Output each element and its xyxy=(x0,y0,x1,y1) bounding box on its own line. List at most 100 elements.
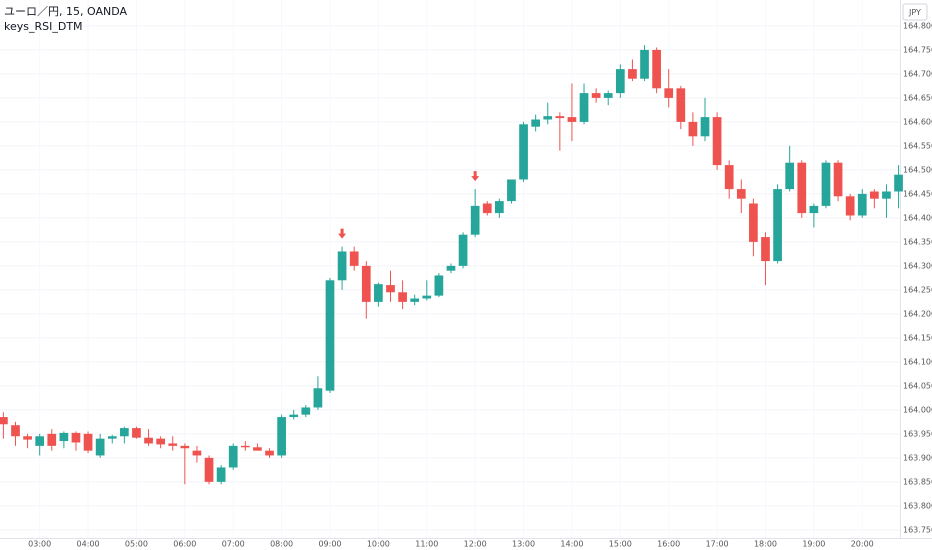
x-tick-label: 08:00 xyxy=(270,540,293,549)
candle-body xyxy=(591,93,601,98)
candle-body xyxy=(23,436,32,440)
candle-body xyxy=(132,428,141,438)
x-tick-label: 16:00 xyxy=(657,540,680,549)
candle-body xyxy=(446,265,456,271)
candle-body xyxy=(761,237,770,262)
candle-body xyxy=(797,162,807,214)
candle-body xyxy=(240,445,250,448)
candle-body xyxy=(398,292,407,302)
candle-body xyxy=(495,201,504,214)
candle-body xyxy=(882,191,891,199)
candle-body xyxy=(301,407,311,415)
y-tick-label: 163.750 xyxy=(903,525,932,534)
candle-body xyxy=(724,165,734,190)
candle-body xyxy=(374,284,383,302)
grid xyxy=(0,25,900,531)
candle-body xyxy=(603,93,613,98)
candle-body xyxy=(204,457,214,482)
candle-body xyxy=(833,162,843,197)
x-tick-label: 15:00 xyxy=(609,540,632,549)
candle-body xyxy=(95,438,105,456)
candle-body xyxy=(386,285,395,293)
candle-body xyxy=(83,433,93,451)
candle-body xyxy=(700,117,710,137)
candle-body xyxy=(11,425,20,437)
y-tick-label: 164.200 xyxy=(903,309,932,318)
x-tick-label: 12:00 xyxy=(464,540,487,549)
candle-body xyxy=(785,162,795,190)
candle-body xyxy=(519,124,528,180)
x-tick-label: 20:00 xyxy=(851,540,874,549)
candle-body xyxy=(749,203,758,242)
y-tick-label: 163.950 xyxy=(903,429,932,438)
candle-body xyxy=(482,203,492,214)
signal-arrow xyxy=(471,171,480,182)
x-tick-label: 04:00 xyxy=(77,540,100,549)
candle-body xyxy=(289,414,299,418)
y-tick-label: 164.350 xyxy=(903,237,932,246)
y-tick-label: 164.400 xyxy=(903,213,932,222)
y-tick-label: 164.500 xyxy=(903,165,932,174)
candle-body xyxy=(107,436,117,439)
candle-body xyxy=(507,179,516,202)
candle-body xyxy=(325,280,335,391)
x-tick-label: 18:00 xyxy=(754,540,777,549)
y-tick-label: 163.850 xyxy=(903,477,932,486)
x-tick-label: 11:00 xyxy=(415,540,438,549)
candle-body xyxy=(180,445,190,449)
x-tick-label: 07:00 xyxy=(222,540,245,549)
y-tick-label: 164.150 xyxy=(903,333,932,342)
y-tick-label: 164.600 xyxy=(903,117,932,126)
candle-body xyxy=(845,196,855,216)
candle-body xyxy=(567,117,577,122)
candle-body xyxy=(434,275,444,296)
y-tick-label: 164.550 xyxy=(903,141,932,150)
candle-body xyxy=(736,189,746,199)
y-tick-label: 164.300 xyxy=(903,261,932,270)
candle-body xyxy=(265,450,274,456)
y-tick-label: 164.100 xyxy=(903,357,932,366)
x-tick-label: 06:00 xyxy=(173,540,196,549)
x-tick-label: 05:00 xyxy=(125,540,148,549)
candle-body xyxy=(870,191,879,199)
candle-body xyxy=(192,450,202,456)
x-tick-label: 09:00 xyxy=(318,540,341,549)
candle-body xyxy=(773,189,782,262)
candle-body xyxy=(712,117,722,166)
signal-arrow xyxy=(338,228,347,239)
currency-label[interactable]: JPY xyxy=(908,8,921,17)
candle-body xyxy=(349,251,359,266)
x-tick-label: 19:00 xyxy=(802,540,825,549)
candle-body xyxy=(809,205,819,214)
currency-box[interactable] xyxy=(902,3,928,21)
candle-body xyxy=(664,88,674,98)
candle-body xyxy=(615,69,625,94)
candle-body xyxy=(168,443,178,446)
candle-body xyxy=(228,445,238,468)
candle-body xyxy=(640,49,649,79)
candle-body xyxy=(59,432,69,442)
y-tick-label: 164.800 xyxy=(903,21,932,30)
candle-body xyxy=(676,88,686,122)
candle-body xyxy=(313,388,323,408)
y-tick-label: 164.050 xyxy=(903,381,932,390)
candle-body xyxy=(0,417,8,425)
candle-body xyxy=(688,121,698,137)
candle-body xyxy=(120,428,129,437)
y-tick-label: 164.750 xyxy=(903,45,932,54)
candle-body xyxy=(422,295,432,299)
candle-body xyxy=(531,119,540,127)
y-tick-label: 163.900 xyxy=(903,453,932,462)
y-tick-label: 164.700 xyxy=(903,69,932,78)
candle-body xyxy=(894,174,903,192)
candle-body xyxy=(47,433,57,446)
candle-body xyxy=(337,251,347,281)
x-tick-label: 03:00 xyxy=(28,540,51,549)
candle-body xyxy=(277,417,286,456)
candle-body xyxy=(410,298,420,302)
x-tick-label: 17:00 xyxy=(706,540,729,549)
candle-body xyxy=(579,93,589,122)
